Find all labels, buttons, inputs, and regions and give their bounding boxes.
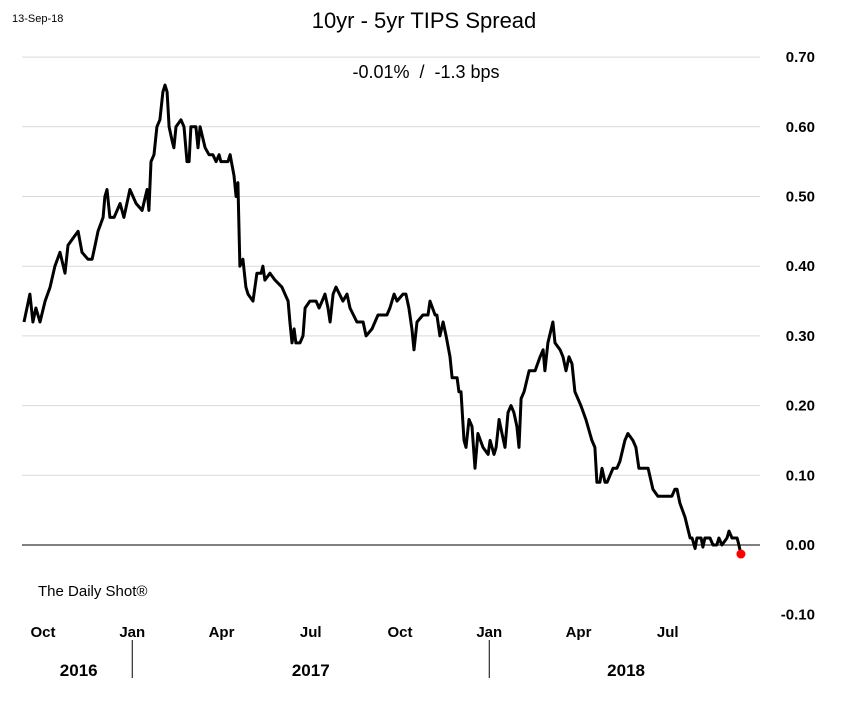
- x-tick-label: Jul: [657, 624, 679, 641]
- y-tick-label: 0.60: [786, 119, 815, 136]
- x-tick-label: Oct: [30, 624, 55, 641]
- spread-line: [22, 83, 743, 555]
- x-axis-tick-labels: Oct Jan Apr Jul Oct Jan Apr Jul: [30, 624, 679, 678]
- y-tick-label: 0.00: [786, 537, 815, 554]
- date-stamp: 13-Sep-18: [12, 13, 63, 25]
- year-label: 2017: [292, 661, 330, 680]
- chart-subtitle: -0.01% / -1.3 bps: [352, 62, 499, 82]
- y-tick-label: 0.50: [786, 189, 815, 206]
- y-tick-label: 0.40: [786, 258, 815, 275]
- y-tick-label: 0.30: [786, 328, 815, 345]
- year-label: 2018: [607, 661, 645, 680]
- y-axis-tick-labels: -0.10 0.00 0.10 0.20 0.30 0.40 0.50 0.60 0.70: [781, 49, 815, 624]
- x-tick-label: Oct: [387, 624, 412, 641]
- x-tick-label: Apr: [566, 624, 592, 641]
- year-label: 2016: [60, 661, 98, 680]
- y-tick-label: 0.20: [786, 398, 815, 415]
- year-labels: 2016 2017 2018: [60, 661, 645, 680]
- chart-title: 10yr - 5yr TIPS Spread: [312, 8, 537, 33]
- y-tick-label: 0.70: [786, 49, 815, 66]
- y-tick-label: -0.10: [781, 607, 815, 624]
- y-tick-label: 0.10: [786, 467, 815, 484]
- x-tick-label: Jan: [119, 624, 145, 641]
- x-tick-label: Apr: [209, 624, 235, 641]
- x-tick-label: Jan: [476, 624, 502, 641]
- source-label: The Daily Shot®: [38, 583, 147, 600]
- last-point-marker: [736, 549, 746, 559]
- x-tick-label: Jul: [300, 624, 322, 641]
